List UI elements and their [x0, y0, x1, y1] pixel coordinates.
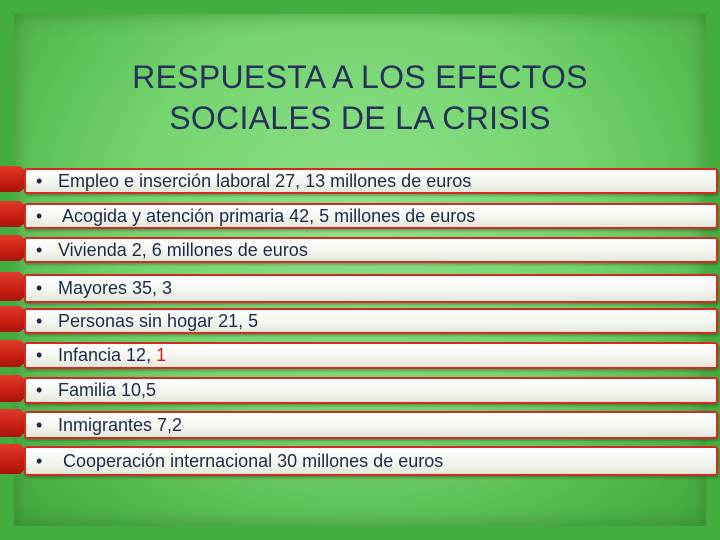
- item-box: [24, 308, 718, 334]
- bullet-icon: •: [36, 205, 43, 226]
- item-box: [24, 168, 718, 194]
- list-item: • Empleo e inserción laboral 27, 13 millo…: [0, 166, 720, 194]
- list-item: • Vivienda 2, 6 millones de euros: [0, 235, 720, 263]
- bullet-icon: •: [36, 170, 43, 191]
- item-label: Familia 10,5: [58, 380, 157, 400]
- list-item: • Cooperación internacional 30 millones …: [0, 444, 720, 476]
- item-label: Vivienda 2, 6 millones de euros: [58, 239, 308, 260]
- slide-title: RESPUESTA A LOS EFECTOS SOCIALES DE LA C…: [60, 57, 660, 139]
- item-text: • Familia 10,5: [36, 377, 156, 404]
- title-line-1: RESPUESTA A LOS EFECTOS: [132, 59, 588, 95]
- item-box: [24, 274, 718, 303]
- item-box: [24, 203, 718, 229]
- item-box: [24, 237, 718, 263]
- item-text: • Acogida y atención primaria 42, 5 mill…: [36, 203, 475, 229]
- list-item: • Familia 10,5: [0, 375, 720, 404]
- item-label: Cooperación internacional 30 millones de…: [58, 450, 444, 471]
- item-text: • Empleo e inserción laboral 27, 13 millo…: [36, 168, 471, 194]
- item-label: Inmigrantes 7,2: [58, 414, 183, 435]
- bullet-icon: •: [36, 414, 43, 435]
- item-label: Acogida y atención primaria 42, 5 millon…: [58, 205, 476, 226]
- bullet-icon: •: [36, 310, 43, 331]
- bullet-icon: •: [36, 345, 43, 365]
- list-item: • Acogida y atención primaria 42, 5 mill…: [0, 201, 720, 229]
- item-text: • Mayores 35, 3: [36, 274, 172, 303]
- item-box: [24, 342, 718, 369]
- item-box: [24, 377, 718, 404]
- item-label: Empleo e inserción laboral 27, 13 millon…: [58, 170, 472, 191]
- item-text: • Inmigrantes 7,2: [36, 411, 182, 439]
- item-label: Personas sin hogar 21, 5: [58, 310, 259, 331]
- title-line-2: SOCIALES DE LA CRISIS: [169, 100, 551, 136]
- list-item: • Personas sin hogar 21, 5: [0, 306, 720, 334]
- list-item: • Mayores 35, 3: [0, 272, 720, 303]
- list-item: • Infancia 12, 1: [0, 340, 720, 369]
- bullet-icon: •: [36, 239, 43, 260]
- item-text: • Cooperación internacional 30 millones …: [36, 446, 443, 476]
- bullet-icon: •: [36, 278, 43, 298]
- item-label: Mayores 35, 3: [58, 278, 173, 298]
- item-label: Infancia 12,: [58, 345, 157, 365]
- item-box: [24, 411, 718, 439]
- item-text: • Infancia 12, 1: [36, 342, 166, 369]
- bullet-icon: •: [36, 380, 43, 400]
- item-text: • Vivienda 2, 6 millones de euros: [36, 237, 308, 263]
- bullet-icon: •: [36, 450, 43, 471]
- item-box: [24, 446, 718, 476]
- list-item: • Inmigrantes 7,2: [0, 409, 720, 439]
- item-highlight: 1: [156, 345, 167, 365]
- item-text: • Personas sin hogar 21, 5: [36, 308, 258, 334]
